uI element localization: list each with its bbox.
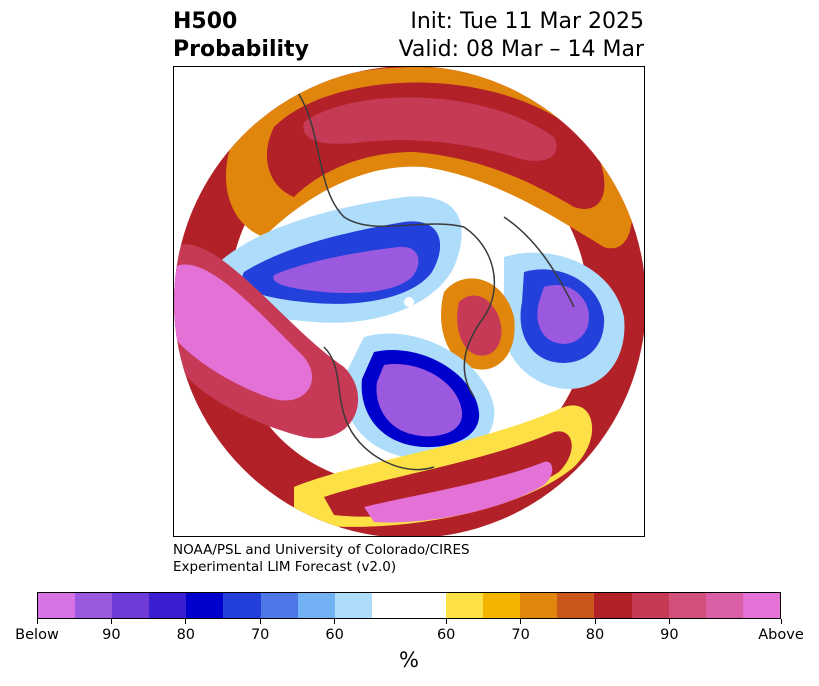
south-above-core [364, 461, 553, 523]
colorbar-segment [631, 593, 669, 618]
colorbar-segment [742, 593, 780, 618]
colorbar-segment [112, 593, 150, 618]
colorbar-segment [594, 593, 632, 618]
colorbar-tick [259, 619, 261, 624]
map-panel [173, 66, 645, 537]
credit-text: NOAA/PSL and University of Colorado/CIRE… [173, 542, 470, 576]
chart-title: H500 Probability [173, 8, 309, 64]
asia-below-core [537, 285, 589, 344]
colorbar-segment [75, 593, 113, 618]
colorbar-segment [705, 593, 743, 618]
colorbar-segment [38, 593, 76, 618]
colorbar-tick-label: 70 [511, 627, 530, 643]
colorbar-tick [185, 619, 187, 624]
colorbar-tick-label: Above [758, 627, 804, 643]
colorbar-tick-label: 80 [585, 627, 605, 643]
colorbar-segment [668, 593, 706, 618]
colorbar [37, 592, 781, 619]
polar-below-core [273, 246, 419, 294]
credit-line-2: Experimental LIM Forecast (v2.0) [173, 559, 397, 575]
colorbar-tick [334, 619, 336, 624]
north-pole-marker [404, 297, 414, 307]
coastlines [293, 86, 575, 471]
greenland-above-core [457, 295, 502, 356]
valid-range: Valid: 08 Mar – 14 Mar [398, 37, 644, 62]
colorbar-segment [149, 593, 187, 618]
colorbar-segment [446, 593, 484, 618]
colorbar-tick [668, 619, 670, 624]
pacific-above-core [174, 264, 313, 401]
colorbar-tick [110, 619, 112, 624]
colorbar-segment [520, 593, 558, 618]
colorbar-tick [445, 619, 447, 624]
colorbar-tick-label: 70 [250, 627, 270, 643]
south-above-mid [324, 431, 572, 517]
probability-map [174, 67, 644, 536]
colorbar-unit: % [399, 648, 419, 672]
colorbar-segment [260, 593, 298, 618]
colorbar-segment [223, 593, 261, 618]
colorbar-segment [483, 593, 521, 618]
na-below-core [376, 364, 463, 437]
colorbar-segment [297, 593, 335, 618]
colorbar-segment [371, 593, 447, 618]
colorbar-tick-label: 60 [436, 627, 456, 643]
colorbar-segment [186, 593, 224, 618]
colorbar-tick-label: 90 [660, 627, 679, 643]
colorbar-segment [557, 593, 595, 618]
title-product: Probability [173, 37, 309, 62]
colorbar-segment [334, 593, 372, 618]
credit-line-1: NOAA/PSL and University of Colorado/CIRE… [173, 542, 470, 558]
colorbar-tick-label: 60 [325, 627, 344, 643]
colorbar-tick [594, 619, 596, 624]
title-variable: H500 [173, 9, 238, 34]
colorbar-tick-label: 80 [176, 627, 196, 643]
colorbar-tick-label: 90 [102, 627, 121, 643]
colorbar-tick [520, 619, 522, 624]
colorbar-tick-label: Below [15, 627, 59, 643]
colorbar-tick [780, 619, 782, 624]
init-date: Init: Tue 11 Mar 2025 [410, 9, 644, 34]
colorbar-tick [36, 619, 38, 624]
chart-dates: Init: Tue 11 Mar 2025 Valid: 08 Mar – 14… [399, 8, 644, 64]
arctic-above-core [303, 97, 557, 161]
